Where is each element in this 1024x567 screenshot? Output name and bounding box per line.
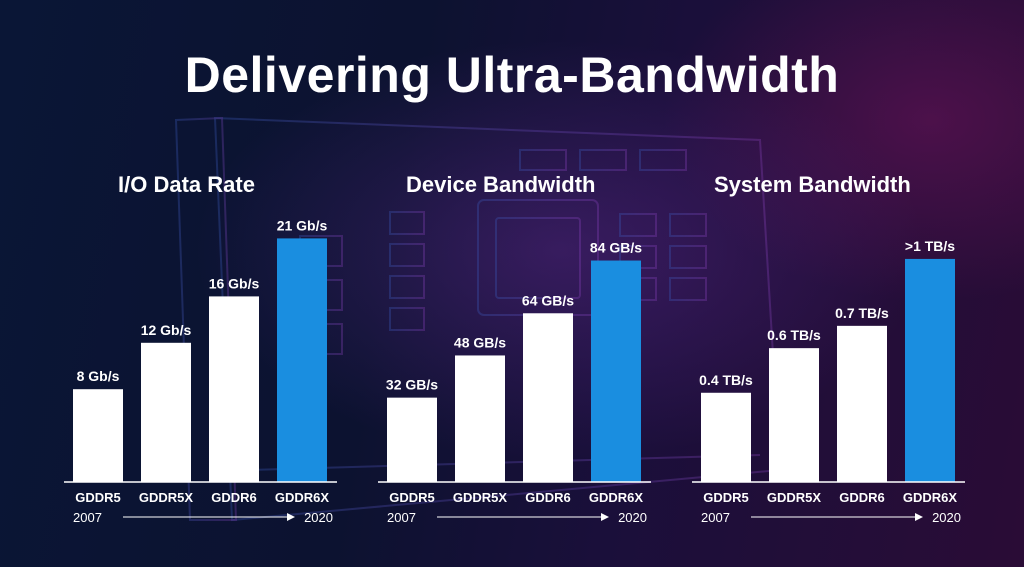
- bar-value-label: 12 Gb/s: [141, 322, 192, 338]
- category-label: GDDR6: [839, 490, 885, 505]
- bar: [209, 296, 259, 482]
- bar-value-label: 8 Gb/s: [77, 368, 120, 384]
- category-label: GDDR6: [525, 490, 571, 505]
- bar: [73, 389, 123, 482]
- bar-value-label: 84 GB/s: [590, 240, 642, 256]
- bar: [905, 258, 955, 482]
- bar-value-label: 16 Gb/s: [209, 275, 260, 291]
- bar-value-label: 0.7 TB/s: [835, 305, 889, 321]
- bar: [837, 325, 887, 482]
- bar-value-label: 32 GB/s: [386, 377, 438, 393]
- bar-value-label: 0.4 TB/s: [699, 372, 753, 388]
- io-data-rate-chart: 8 Gb/s GDDR5 12 Gb/s GDDR5X 16 Gb/s GDDR6 21 G…: [64, 217, 337, 525]
- timeline-end-year: 2020: [618, 510, 647, 525]
- category-label: GDDR5: [75, 490, 121, 505]
- bar: [523, 313, 573, 482]
- category-label: GDDR6X: [903, 490, 958, 505]
- category-label: GDDR6X: [589, 490, 644, 505]
- bar: [769, 348, 819, 482]
- category-label: GDDR6: [211, 490, 257, 505]
- timeline-end-year: 2020: [932, 510, 961, 525]
- timeline-start-year: 2007: [73, 510, 102, 525]
- system-bandwidth-chart: 0.4 TB/s GDDR5 0.6 TB/s GDDR5X 0.7 TB/s GDDR6…: [692, 238, 965, 525]
- bar-value-label: 48 GB/s: [454, 334, 506, 350]
- panel-title: I/O Data Rate: [118, 172, 255, 197]
- device-bandwidth-chart: 32 GB/s GDDR5 48 GB/s GDDR5X 64 GB/s GDDR6 84 …: [378, 240, 651, 525]
- bar-value-label: 21 Gb/s: [277, 217, 328, 233]
- io-data-rate-panel: I/O Data Rate 8 Gb/s GDDR5 12 Gb/s GDDR5X 16…: [56, 0, 346, 567]
- timeline-end-year: 2020: [304, 510, 333, 525]
- bar: [591, 260, 641, 482]
- bar-value-label: 64 GB/s: [522, 292, 574, 308]
- category-label: GDDR5: [703, 490, 749, 505]
- category-label: GDDR5X: [767, 490, 822, 505]
- panel-title: System Bandwidth: [714, 172, 911, 197]
- bar: [387, 397, 437, 482]
- system-bandwidth-panel: System Bandwidth 0.4 TB/s GDDR5 0.6 TB/s GD…: [684, 0, 974, 567]
- bar: [455, 355, 505, 482]
- category-label: GDDR6X: [275, 490, 330, 505]
- bar-value-label: >1 TB/s: [905, 238, 955, 254]
- category-label: GDDR5: [389, 490, 435, 505]
- timeline-start-year: 2007: [701, 510, 730, 525]
- slide-title: Delivering Ultra-Bandwidth: [184, 47, 840, 103]
- bar: [141, 342, 191, 482]
- panel-title: Device Bandwidth: [406, 172, 596, 197]
- timeline-arrowhead: [915, 513, 923, 521]
- timeline-arrowhead: [601, 513, 609, 521]
- bar: [277, 238, 327, 482]
- timeline-start-year: 2007: [387, 510, 416, 525]
- bar-value-label: 0.6 TB/s: [767, 327, 821, 343]
- device-bandwidth-panel: Device Bandwidth 32 GB/s GDDR5 48 GB/s GDDR…: [370, 0, 660, 567]
- timeline-arrowhead: [287, 513, 295, 521]
- bar: [701, 392, 751, 482]
- category-label: GDDR5X: [453, 490, 508, 505]
- category-label: GDDR5X: [139, 490, 194, 505]
